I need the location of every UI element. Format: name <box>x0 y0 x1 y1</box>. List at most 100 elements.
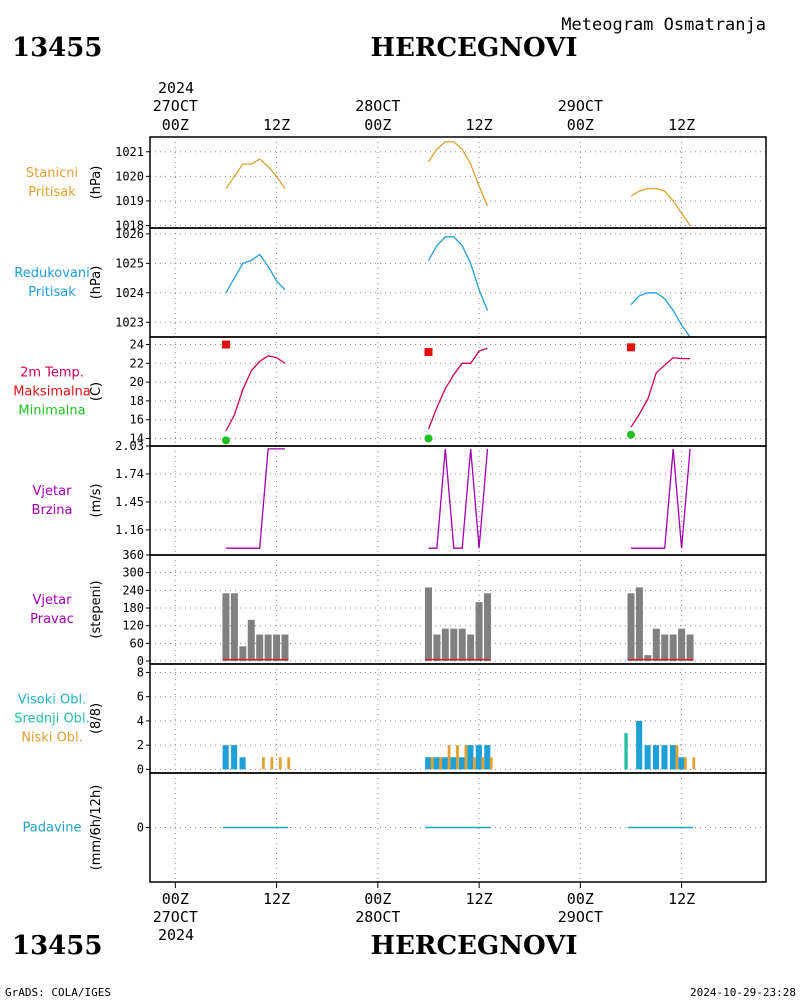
y-axis-label: (mm/6h/12h) <box>89 785 104 871</box>
niski-bar <box>261 757 265 770</box>
visoki-bar <box>661 745 668 770</box>
niski-bar <box>481 757 485 770</box>
bottom-tick-label: 12Z <box>466 890 493 908</box>
series-line <box>225 158 286 189</box>
niski-bar <box>439 757 443 770</box>
series-label: Maksimalna <box>13 385 91 400</box>
series-label: Pritisak <box>28 285 76 300</box>
top-tick-label: 12Z <box>668 116 695 134</box>
max-marker <box>424 348 433 357</box>
series-line <box>428 448 489 549</box>
station-name-bottom: HERCEGNOVI <box>371 931 578 961</box>
panel-frame <box>149 136 767 229</box>
direction-bar <box>678 628 686 662</box>
series-label: Srednji Obl. <box>14 712 89 727</box>
srednji-bar <box>624 733 628 770</box>
direction-bar <box>247 619 255 662</box>
y-tick-label: 1023 <box>115 315 144 329</box>
direction-bar <box>467 634 475 662</box>
niski-bar <box>472 757 476 770</box>
direction-bar <box>644 655 652 662</box>
timestamp: 2024-10-29-23:28 <box>690 986 796 999</box>
direction-bar <box>441 628 449 662</box>
y-tick-label: 0 <box>137 821 144 835</box>
niski-bar <box>447 745 451 770</box>
direction-bar <box>424 587 432 662</box>
y-tick-label: 1.45 <box>115 495 144 509</box>
direction-bar <box>264 634 272 662</box>
visoki-bar <box>442 757 449 770</box>
series-label: Vjetar <box>33 593 73 608</box>
y-tick-label: 1.74 <box>115 467 144 481</box>
y-tick-label: 14 <box>130 431 144 445</box>
y-tick-label: 180 <box>122 601 144 615</box>
visoki-bar <box>450 757 457 770</box>
series-line <box>225 448 285 549</box>
station-id-bottom: 13455 <box>12 931 102 961</box>
y-tick-label: 300 <box>122 566 144 580</box>
series-line <box>225 253 286 294</box>
visoki-bar <box>231 745 238 770</box>
y-tick-label: 2 <box>137 738 144 752</box>
top-tick-label: 00Z <box>567 116 594 134</box>
niski-bar <box>489 757 493 770</box>
visoki-bar <box>636 720 643 770</box>
direction-bar <box>475 602 483 662</box>
bottom-date-label: 27OCT <box>153 908 198 926</box>
y-tick-label: 1025 <box>115 256 144 270</box>
direction-bar <box>256 634 264 662</box>
y-tick-label: 120 <box>122 619 144 633</box>
y-tick-label: 22 <box>130 356 144 370</box>
direction-bar <box>661 634 669 662</box>
series-label: Stanicni <box>26 166 78 181</box>
y-tick-label: 24 <box>130 338 144 352</box>
series-line <box>225 355 286 432</box>
y-tick-label: 1020 <box>115 169 144 183</box>
top-date-label: 29OCT <box>558 97 603 115</box>
niski-bar <box>683 757 687 770</box>
direction-bar <box>450 628 458 662</box>
series-label: 2m Temp. <box>20 366 84 381</box>
y-tick-label: 0 <box>137 654 144 668</box>
direction-bar <box>239 646 247 662</box>
y-tick-label: 20 <box>130 375 144 389</box>
direction-bar <box>281 634 289 662</box>
series-label: Pritisak <box>28 185 76 200</box>
bottom-tick-label: 12Z <box>263 890 290 908</box>
direction-bar <box>433 634 441 662</box>
series-line <box>631 448 691 549</box>
top-tick-label: 12Z <box>263 116 290 134</box>
direction-bar <box>669 634 677 662</box>
direction-bar <box>273 634 281 662</box>
series-label: Niski Obl. <box>21 731 83 746</box>
direction-bar <box>458 628 466 662</box>
direction-bar <box>230 593 238 662</box>
y-tick-label: 6 <box>137 690 144 704</box>
y-axis-label: (m/s) <box>89 484 104 518</box>
min-marker <box>424 434 433 443</box>
y-tick-label: 4 <box>137 714 144 728</box>
subtitle: Meteogram Osmatranja <box>561 15 766 35</box>
y-axis-label: (hPa) <box>89 266 104 300</box>
panel-vjetar-brzina: 1.16 1.45 1.74 2.03 Vjetar Brzina (m/s) <box>32 439 767 556</box>
visoki-bar <box>484 745 491 770</box>
series-label: Pravac <box>30 612 74 627</box>
bottom-year: 2024 <box>158 926 194 944</box>
visoki-bar <box>475 745 482 770</box>
y-axis-label: (hPa) <box>89 166 104 200</box>
direction-bar <box>686 634 694 662</box>
direction-bar <box>222 593 230 662</box>
y-tick-label: 1026 <box>115 227 144 241</box>
visoki-bar <box>467 745 474 770</box>
niski-bar <box>430 757 434 770</box>
panel-frame <box>149 772 767 883</box>
niski-bar <box>692 757 696 770</box>
series-line <box>427 236 489 311</box>
panel-oblaci: 0 2 4 6 8 Visoki Obl. Srednji Obl. Niski Obl. (8… <box>14 663 767 776</box>
series-label: Brzina <box>32 503 73 518</box>
bottom-tick-label: 00Z <box>162 890 189 908</box>
y-tick-label: 0 <box>137 762 144 776</box>
y-tick-label: 1024 <box>115 286 144 300</box>
